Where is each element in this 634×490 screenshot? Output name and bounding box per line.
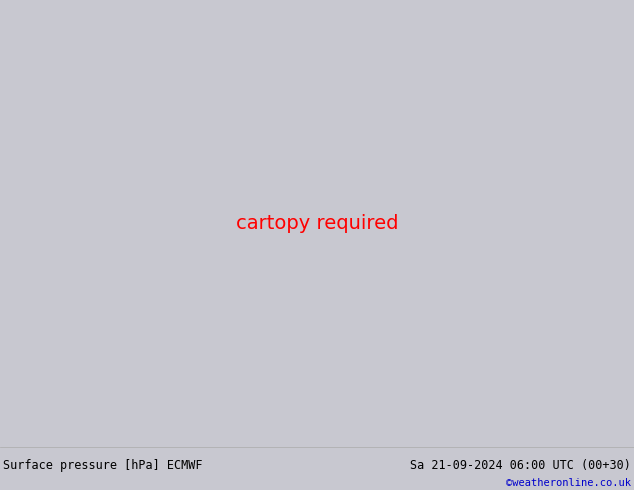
Text: cartopy required: cartopy required — [236, 214, 398, 233]
Text: Sa 21-09-2024 06:00 UTC (00+30): Sa 21-09-2024 06:00 UTC (00+30) — [410, 459, 631, 472]
Text: Surface pressure [hPa] ECMWF: Surface pressure [hPa] ECMWF — [3, 459, 203, 472]
Text: ©weatheronline.co.uk: ©weatheronline.co.uk — [506, 478, 631, 488]
